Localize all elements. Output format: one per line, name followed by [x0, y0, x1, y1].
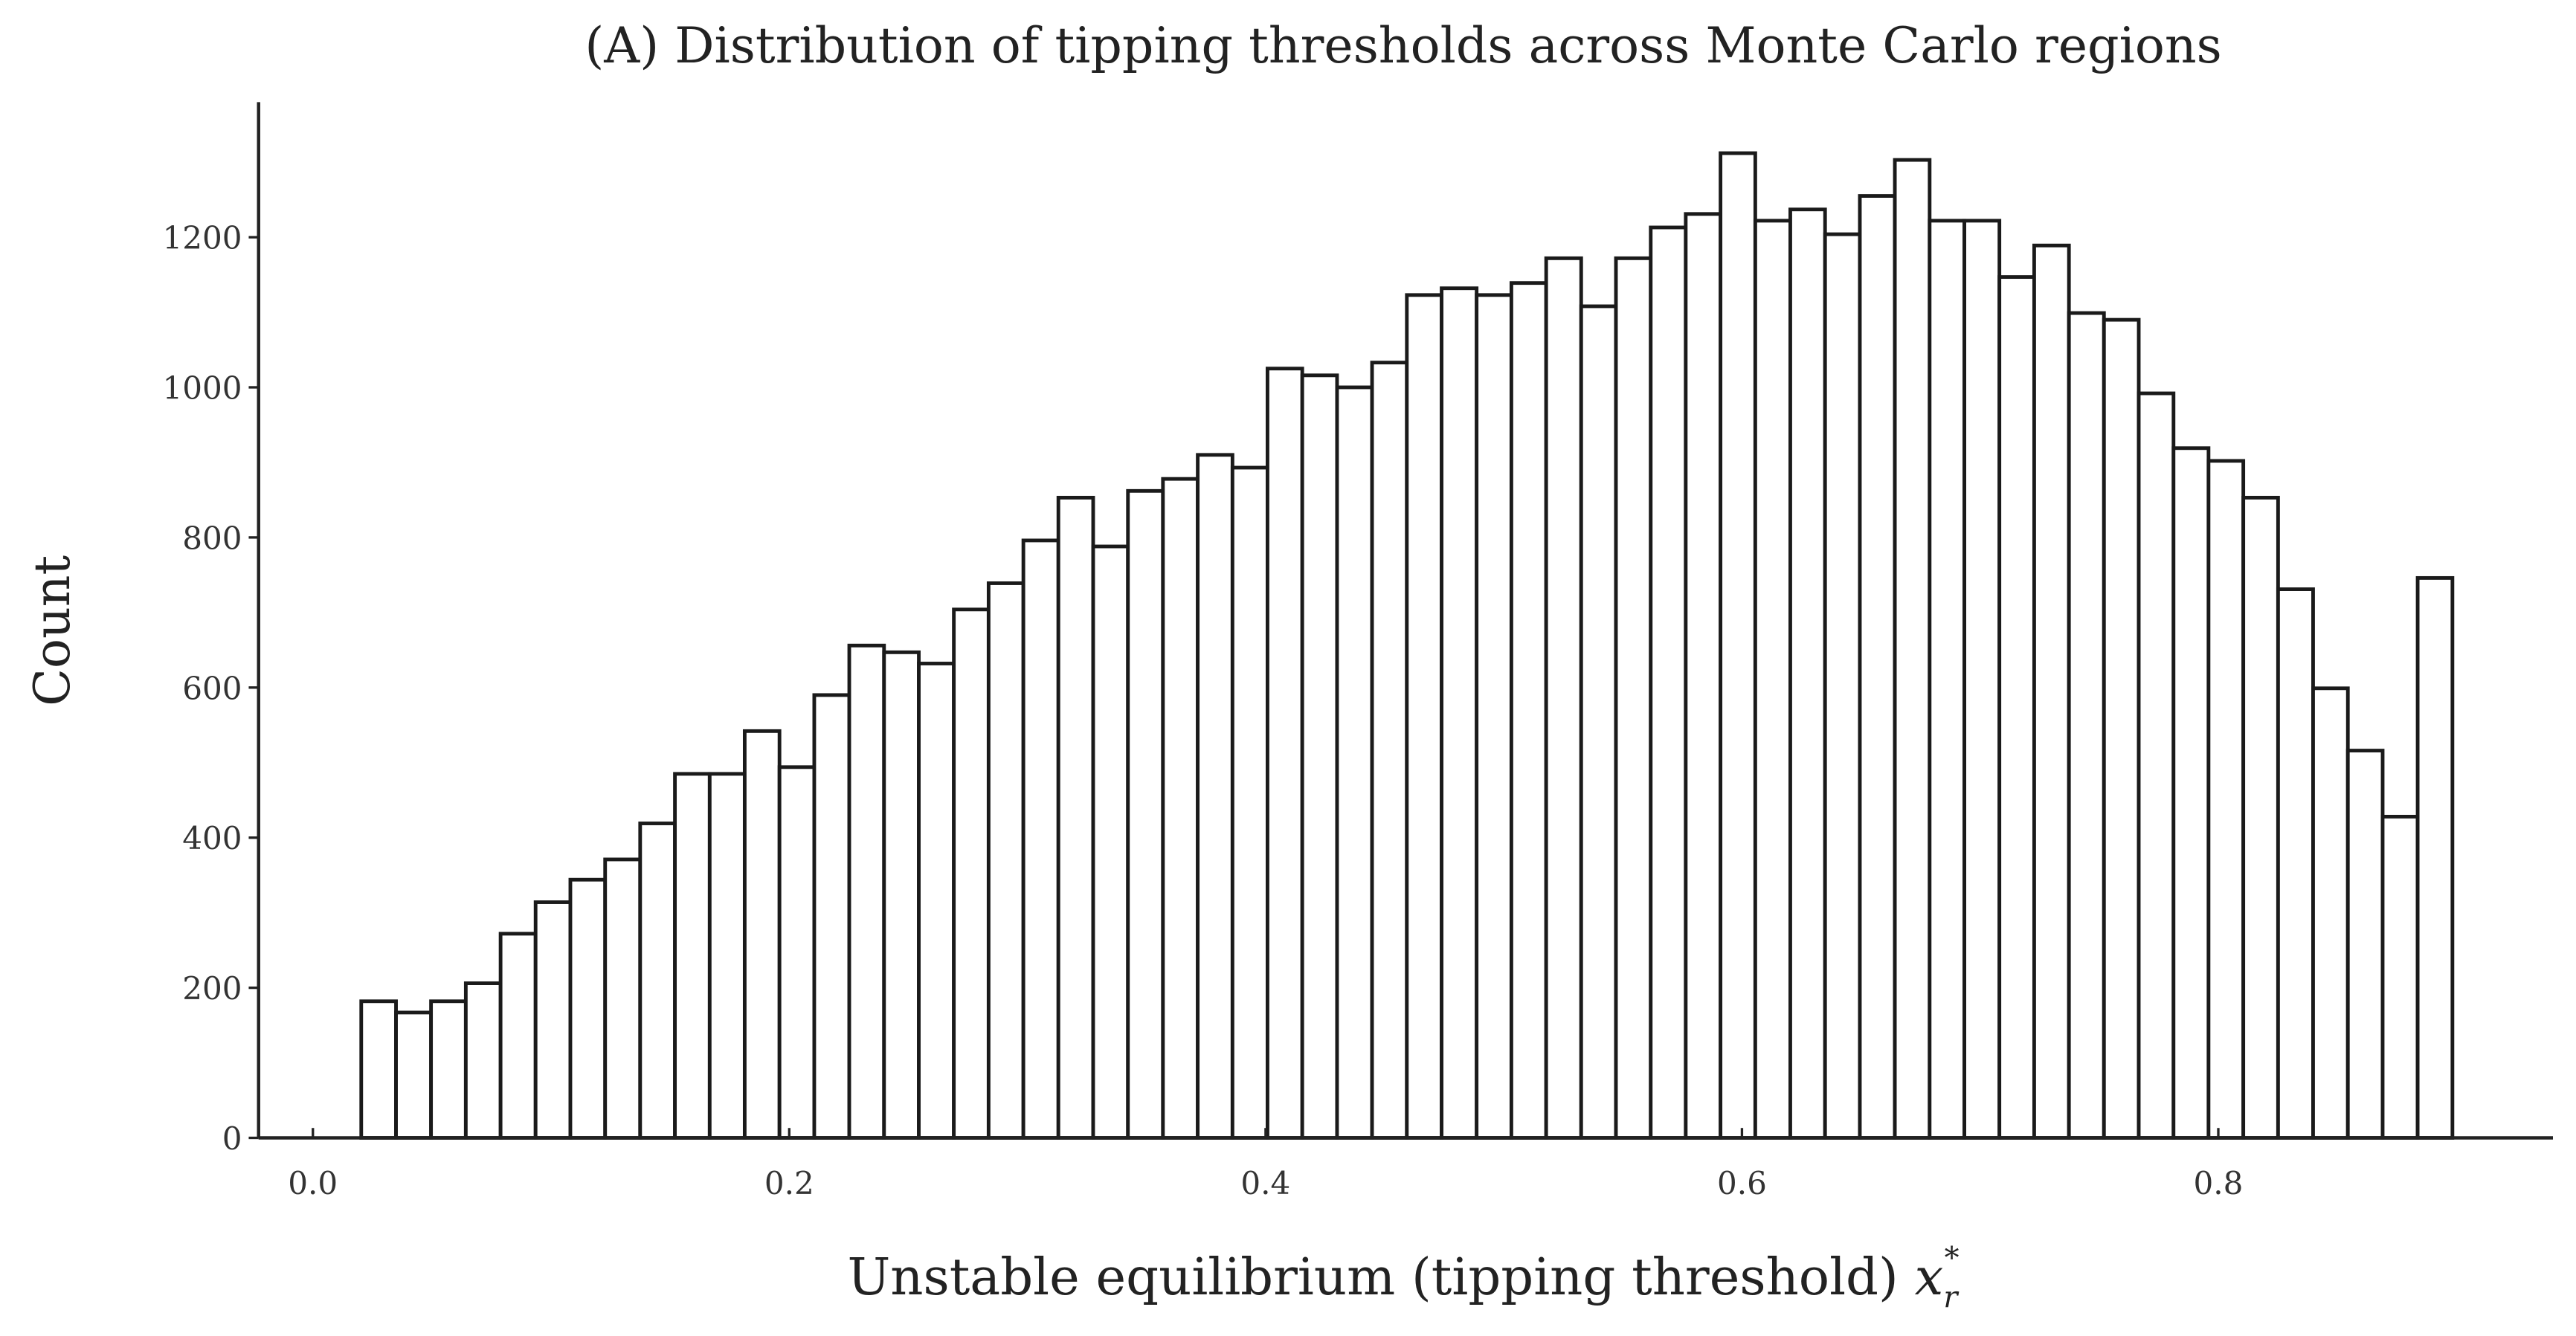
chart-title: (A) Distribution of tipping thresholds a…: [585, 16, 2221, 74]
bar: [463, 981, 503, 1140]
y-tick-label: 200: [182, 970, 242, 1007]
bar: [2102, 317, 2141, 1140]
bar: [1440, 286, 1479, 1140]
bar: [603, 857, 643, 1140]
bar: [1544, 256, 1583, 1140]
x-tick-label: 0.0: [288, 1165, 338, 1201]
bar: [777, 765, 817, 1140]
bar: [568, 877, 608, 1140]
x-tick-label: 0.2: [764, 1165, 814, 1201]
bar: [1962, 219, 2002, 1140]
y-axis-label: Count: [23, 555, 81, 706]
bar: [1614, 256, 1653, 1140]
bar: [1370, 361, 1409, 1140]
y-tick-label: 1200: [162, 220, 242, 256]
bar: [1649, 225, 1688, 1140]
bar: [533, 900, 573, 1140]
bar: [1719, 151, 1757, 1140]
bar: [1788, 207, 1827, 1140]
bar: [847, 643, 886, 1140]
bar: [359, 999, 398, 1140]
bar: [986, 581, 1025, 1140]
bar: [1056, 495, 1095, 1140]
bar: [2171, 446, 2211, 1140]
bar: [707, 772, 747, 1140]
bar: [1509, 281, 1548, 1140]
bar: [1091, 544, 1130, 1140]
bar: [498, 932, 538, 1140]
bar: [2032, 243, 2071, 1140]
x-axis-label: Unstable equilibrium (tipping threshold)…: [847, 1241, 1960, 1314]
x-tick-label: 0.8: [2194, 1165, 2244, 1201]
bar: [742, 729, 782, 1140]
bar: [952, 607, 991, 1140]
x-label-symbol: x: [1915, 1248, 1944, 1307]
x-tick-label: 0.4: [1240, 1165, 1290, 1201]
bar: [812, 693, 851, 1140]
x-label-sup: *: [1945, 1241, 1960, 1275]
bar: [2276, 587, 2315, 1140]
bar: [1021, 538, 1060, 1140]
bar: [1126, 488, 1165, 1140]
bar: [1300, 373, 1339, 1140]
y-tick-label: 1000: [162, 370, 242, 406]
bar: [1684, 212, 1723, 1140]
bar: [1928, 219, 1967, 1140]
bar: [1753, 219, 1792, 1140]
bar: [1858, 194, 1897, 1140]
bar: [1475, 293, 1513, 1140]
bar: [1405, 293, 1443, 1140]
bar: [2345, 749, 2385, 1140]
bar: [1230, 465, 1269, 1140]
y-tick-label: 800: [182, 520, 242, 556]
bar: [1997, 275, 2036, 1140]
bar: [394, 1010, 434, 1140]
x-label-sub: r: [1943, 1281, 1960, 1315]
bar: [638, 822, 677, 1140]
bar: [1579, 304, 1618, 1140]
bar: [1196, 453, 1234, 1140]
bar: [2137, 391, 2176, 1140]
bar: [2380, 814, 2420, 1140]
bar: [917, 662, 956, 1140]
bar: [1161, 477, 1200, 1140]
bar: [429, 999, 468, 1140]
x-tick-label: 0.6: [1717, 1165, 1767, 1201]
bar: [2311, 686, 2350, 1140]
bar: [2241, 495, 2280, 1140]
y-tick-label: 400: [182, 820, 242, 856]
bar: [1266, 367, 1304, 1140]
bar: [1893, 158, 1932, 1140]
bar: [1335, 385, 1374, 1140]
bar: [1823, 232, 1862, 1140]
bar: [673, 772, 712, 1140]
x-label-text: Unstable equilibrium (tipping threshold): [847, 1248, 1898, 1307]
y-tick-label: 0: [222, 1120, 242, 1157]
bar: [2415, 575, 2455, 1140]
bar: [2206, 459, 2246, 1140]
bar: [2067, 311, 2106, 1140]
y-tick-label: 600: [182, 670, 242, 706]
bar: [882, 650, 921, 1140]
